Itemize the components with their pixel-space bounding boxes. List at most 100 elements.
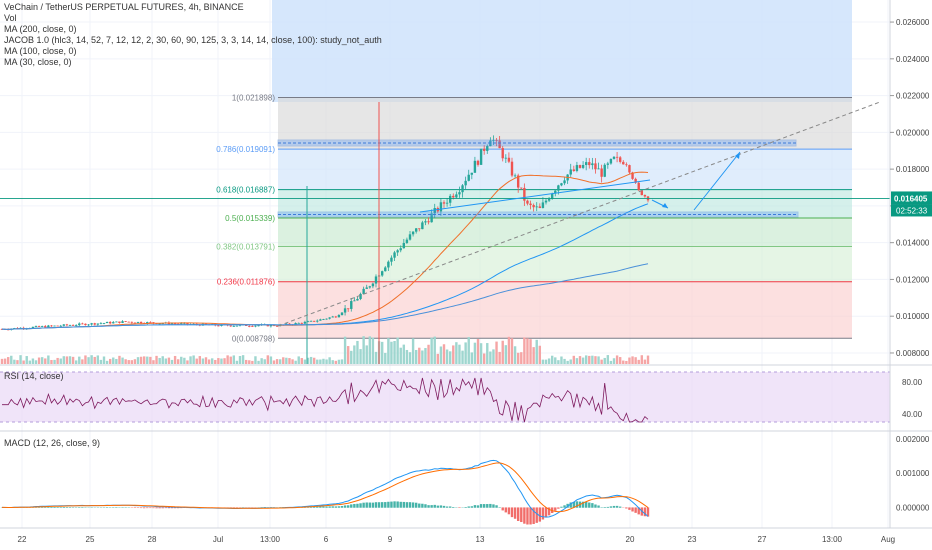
macd-hist-202 bbox=[625, 507, 628, 509]
fib-zone-2 bbox=[278, 189, 852, 219]
drawings[interactable] bbox=[0, 101, 890, 364]
volume-bar-150 bbox=[464, 342, 467, 364]
indicator-ma30[interactable]: MA (30, close, 0) bbox=[4, 57, 72, 67]
candle-body-112 bbox=[346, 308, 350, 310]
volume-bar-204 bbox=[631, 356, 634, 364]
candle-body-187 bbox=[578, 165, 582, 168]
volume-bar-147 bbox=[455, 342, 458, 364]
volume-bar-169 bbox=[523, 337, 526, 364]
candle-body-190 bbox=[588, 162, 591, 166]
volume-bar-110 bbox=[340, 359, 344, 364]
candle-body-150 bbox=[464, 180, 467, 186]
indicator-ma200[interactable]: MA (200, close, 0) bbox=[4, 24, 77, 34]
candle-body-132 bbox=[408, 234, 412, 240]
volume-bar-86 bbox=[266, 355, 270, 364]
macd-hist-101 bbox=[312, 506, 316, 508]
macd-hist-144 bbox=[445, 506, 449, 508]
volume-bar-184 bbox=[569, 359, 572, 364]
candle-body-189 bbox=[584, 162, 588, 166]
indicator-jacob[interactable]: JACOB 1.0 (hlc3, 14, 52, 7, 12, 12, 2, 3… bbox=[4, 35, 382, 45]
volume-bar-200 bbox=[618, 357, 622, 364]
volume-bar-205 bbox=[634, 357, 637, 364]
volume-bar-6 bbox=[19, 355, 22, 364]
price-tick-0: 0.026000 bbox=[896, 18, 930, 27]
candle-body-66 bbox=[204, 323, 208, 325]
candle-body-32 bbox=[99, 323, 103, 325]
volume-bar-46 bbox=[142, 356, 146, 364]
volume-bar-207 bbox=[640, 355, 644, 364]
macd-hist-171 bbox=[529, 507, 532, 525]
candle-body-204 bbox=[631, 172, 634, 179]
candle-body-27 bbox=[84, 323, 87, 326]
candle-body-113 bbox=[350, 301, 353, 309]
volume-bar-181 bbox=[560, 356, 563, 364]
fib-zone-0 bbox=[278, 97, 852, 150]
indicator-vol[interactable]: Vol bbox=[4, 13, 17, 23]
volume-bar-13 bbox=[40, 357, 44, 364]
volume-bar-84 bbox=[260, 358, 263, 364]
macd-hist-197 bbox=[609, 506, 613, 508]
macd-hist-154 bbox=[476, 505, 480, 508]
volume-bar-195 bbox=[603, 357, 606, 364]
time-label-3: Jul bbox=[213, 535, 223, 544]
macd-hist-110 bbox=[340, 506, 344, 508]
volume-bar-44 bbox=[136, 357, 140, 364]
macd-hist-186 bbox=[575, 501, 579, 508]
volume-bar-187 bbox=[578, 356, 582, 364]
macd-hist-172 bbox=[532, 507, 535, 524]
volume-bar-106 bbox=[328, 357, 331, 364]
candle-body-154 bbox=[476, 160, 480, 165]
candle-body-121 bbox=[374, 276, 378, 284]
volume-bar-191 bbox=[591, 355, 594, 364]
macd-hist-183 bbox=[566, 503, 569, 508]
volume-bar-102 bbox=[316, 359, 319, 364]
volume-bar-34 bbox=[105, 360, 109, 364]
volume-bar-168 bbox=[520, 352, 523, 364]
candle-body-192 bbox=[594, 163, 597, 170]
macd-hist-17 bbox=[53, 506, 56, 508]
candle-body-177 bbox=[547, 198, 551, 201]
volume-bar-173 bbox=[535, 339, 538, 364]
candle-body-172 bbox=[532, 205, 535, 208]
rsi-label[interactable]: RSI (14, close) bbox=[4, 371, 64, 381]
candle-body-109 bbox=[337, 315, 341, 318]
volume-bar-190 bbox=[588, 355, 591, 364]
volume-bar-104 bbox=[322, 358, 325, 364]
fibonacci-retracement[interactable]: 1(0.021898) 0.786(0.019091) 0.618(0.016887… bbox=[216, 93, 852, 343]
macd-hist-179 bbox=[554, 507, 557, 511]
macd-hist-198 bbox=[612, 505, 616, 508]
volume-bar-45 bbox=[139, 356, 143, 364]
macd-label[interactable]: MACD (12, 26, close, 9) bbox=[4, 438, 101, 448]
candle-body-151 bbox=[467, 174, 470, 181]
candle-body-120 bbox=[371, 283, 375, 287]
macd-hist-131 bbox=[405, 502, 409, 508]
volume-bar-166 bbox=[513, 346, 517, 364]
indicator-ma100[interactable]: MA (100, close, 0) bbox=[4, 46, 77, 56]
candle-body-102 bbox=[316, 320, 319, 322]
candle-body-105 bbox=[325, 318, 328, 320]
macd-hist-173 bbox=[535, 507, 538, 523]
candle-body-123 bbox=[380, 271, 384, 276]
volume-bar-159 bbox=[492, 349, 495, 364]
candle-body-57 bbox=[176, 323, 180, 325]
volume-bar-90 bbox=[278, 359, 282, 364]
macd-hist-155 bbox=[479, 504, 483, 508]
symbol-title[interactable]: VeChain / TetherUS PERPETUAL FUTURES, 4h… bbox=[4, 2, 244, 12]
volume-bar-20 bbox=[62, 356, 66, 364]
volume-bar-33 bbox=[102, 356, 106, 364]
volume-bar-140 bbox=[433, 336, 436, 364]
volume-bar-196 bbox=[606, 355, 610, 364]
volume-bar-72 bbox=[223, 358, 226, 364]
candle-body-134 bbox=[414, 228, 418, 232]
candle-body-60 bbox=[186, 323, 189, 325]
macd-hist-51 bbox=[158, 507, 161, 509]
candle-body-166 bbox=[513, 175, 517, 177]
macd-hist-139 bbox=[430, 505, 433, 508]
volume-bar-198 bbox=[612, 358, 616, 364]
macd-hist-122 bbox=[377, 502, 381, 508]
macd-hist-46 bbox=[142, 507, 146, 509]
volume-bar-53 bbox=[164, 358, 168, 364]
macd-hist-153 bbox=[473, 505, 477, 508]
